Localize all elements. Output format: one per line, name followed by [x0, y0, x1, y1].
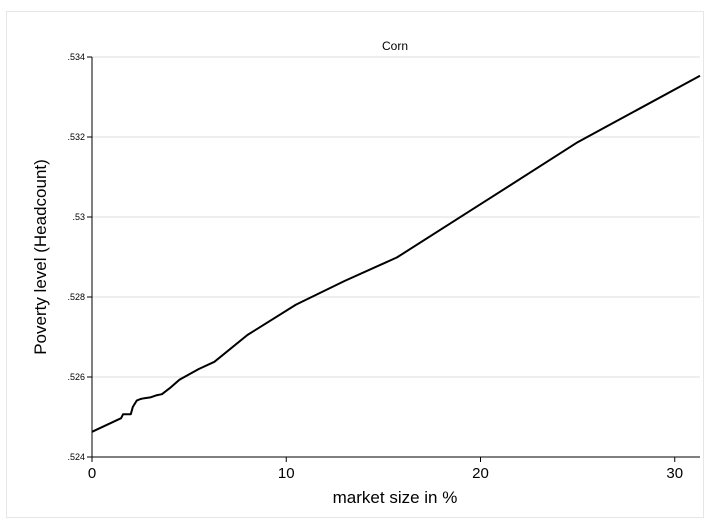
x-tick-label: 10: [278, 465, 295, 482]
x-tick-label: 20: [472, 465, 489, 482]
y-tick-label: .534: [67, 52, 85, 62]
y-axis-label: Poverty level (Headcount): [31, 159, 50, 355]
y-tick-label: .526: [67, 372, 85, 382]
x-axis-label: market size in %: [333, 488, 458, 507]
series-layer: [91, 74, 701, 433]
y-tick-label: .528: [67, 292, 85, 302]
outer-border: [6, 11, 704, 518]
y-tick-label: .524: [67, 452, 85, 462]
y-tick-label: .53: [72, 212, 85, 222]
axes: .524 .526 .528 .53 .532 .534 0 10 20 30: [67, 52, 700, 482]
chart-title: Corn: [382, 39, 408, 53]
x-tick-label: 0: [88, 465, 96, 482]
x-tick-label: 30: [666, 465, 683, 482]
y-tick-label: .532: [67, 132, 85, 142]
series-line: [91, 74, 701, 433]
